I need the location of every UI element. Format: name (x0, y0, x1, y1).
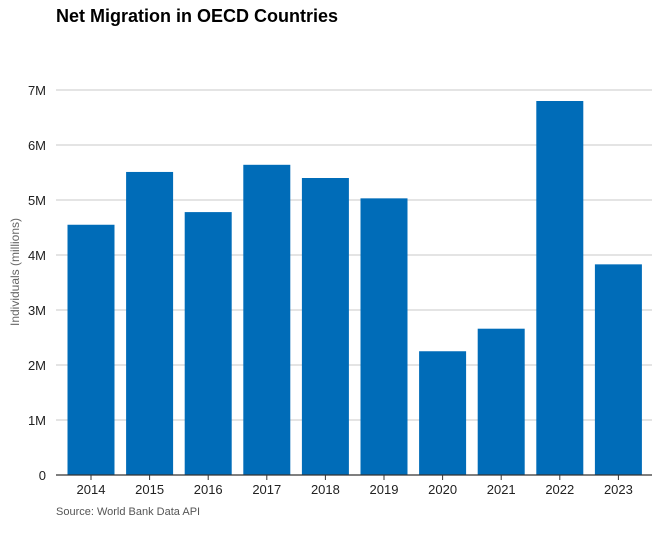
y-tick-label: 5M (28, 193, 46, 208)
y-tick-label: 4M (28, 248, 46, 263)
x-tick-label: 2021 (487, 482, 516, 497)
chart-title: Net Migration in OECD Countries (56, 6, 339, 26)
bar-2022 (536, 101, 584, 475)
y-axis-title: Individuals (millions) (8, 218, 22, 326)
x-tick-label: 2023 (604, 482, 633, 497)
y-tick-label: 6M (28, 138, 46, 153)
bar-2019 (360, 198, 408, 475)
bar-2014 (67, 224, 115, 475)
axes: 0 1M 2M 3M 4M 5M 6M 7M 2014 2015 2016 2017 2018 2019 2… (28, 83, 652, 497)
x-tick-label: 2022 (545, 482, 574, 497)
x-tick-label: 2020 (428, 482, 457, 497)
bar-2018 (301, 178, 349, 475)
y-tick-label: 7M (28, 83, 46, 98)
bar-2017 (243, 164, 291, 476)
x-tick-label: 2015 (135, 482, 164, 497)
x-tick-label: 2014 (77, 482, 106, 497)
bars (67, 101, 642, 476)
y-tick-label: 1M (28, 413, 46, 428)
x-tick-label: 2018 (311, 482, 340, 497)
y-tick-label: 3M (28, 303, 46, 318)
x-tick-label: 2017 (252, 482, 281, 497)
chart-source: Source: World Bank Data API (56, 506, 201, 518)
bar-2016 (184, 212, 232, 475)
bar-2015 (126, 171, 174, 475)
y-tick-label: 2M (28, 358, 46, 373)
x-tick-label: 2019 (370, 482, 399, 497)
bar-2021 (477, 328, 525, 475)
bar-2023 (594, 264, 642, 475)
bar-2020 (419, 351, 467, 475)
y-tick-label: 0 (39, 468, 46, 483)
x-tick-label: 2016 (194, 482, 223, 497)
